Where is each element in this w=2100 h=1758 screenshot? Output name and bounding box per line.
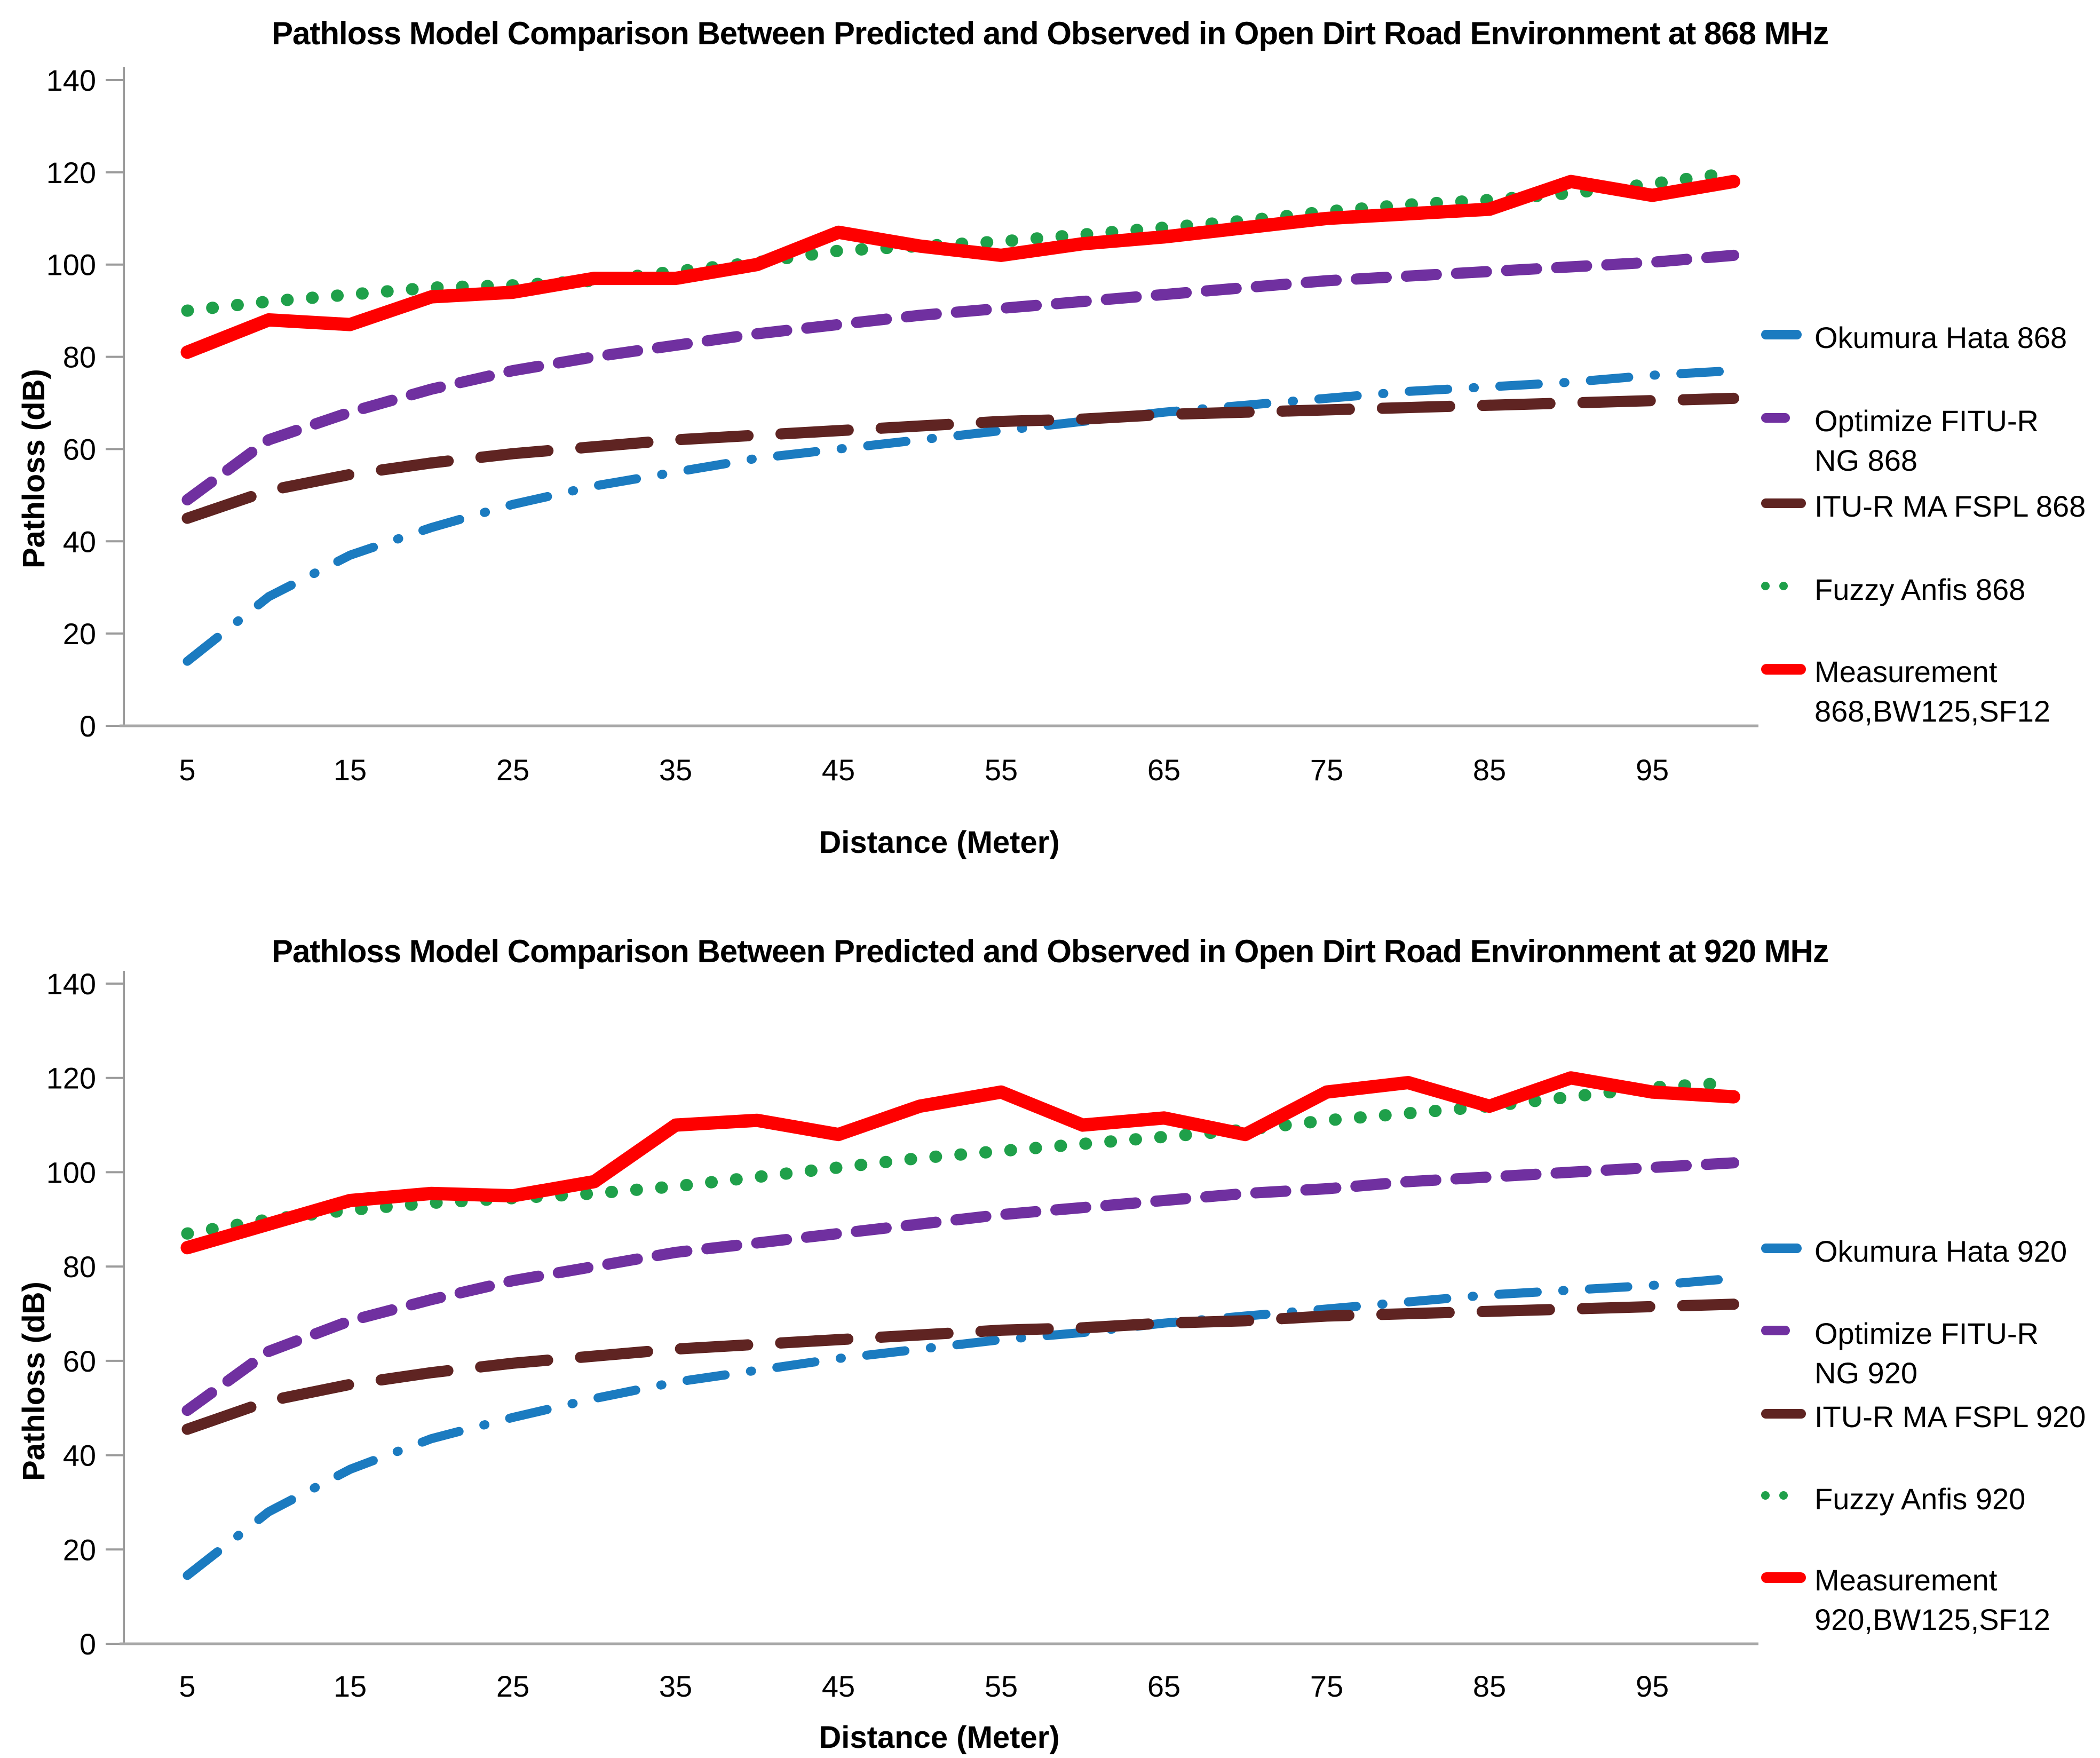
x-tick-label: 25 xyxy=(496,753,529,787)
legend-label: Okumura Hata 920 xyxy=(1814,1234,2067,1268)
legend-label: Measurement 920,BW125,SF12 xyxy=(1814,1563,2051,1636)
legend-marker-solid-icon xyxy=(1761,1572,1814,1583)
legend-label: Fuzzy Anfis 920 xyxy=(1814,1482,2026,1516)
y-tick-label: 40 xyxy=(63,1439,96,1472)
legend-item: Fuzzy Anfis 868 xyxy=(1761,570,2097,609)
series-line-measurement xyxy=(180,1071,1740,1255)
legend-marker-dot-icon xyxy=(1761,1491,1814,1500)
x-axis-title-920: Distance (Meter) xyxy=(819,1720,1060,1755)
legend-bar-icon xyxy=(1761,413,1790,423)
legend-item: ITU-R MA FSPL 920 xyxy=(1761,1397,2097,1437)
series-line-itu-r-ma-fspl-868 xyxy=(181,392,1739,524)
legend-bar-icon xyxy=(1761,1409,1806,1419)
legend-marker-solid-icon xyxy=(1761,664,1814,675)
y-tick-label: 100 xyxy=(46,248,96,282)
x-tick-label: 15 xyxy=(334,753,367,787)
legend-marker-dashdot-icon xyxy=(1761,1244,1814,1253)
y-tick-label: 140 xyxy=(46,967,96,1001)
legend-bar-icon xyxy=(1761,1244,1802,1253)
legend-bar-icon xyxy=(1761,664,1806,675)
legend-item: Okumura Hata 868 xyxy=(1761,318,2097,358)
legend-marker-longdash-icon xyxy=(1761,1409,1814,1419)
legend-label: Fuzzy Anfis 868 xyxy=(1814,573,2026,606)
legend-marker-dot-icon xyxy=(1761,582,1814,590)
legend-item: Measurement 868,BW125,SF12 xyxy=(1761,652,2097,731)
plot-area-920: 0 20 40 60 80 100 120 140 5 15 25 35 45 55 65 75 85 95 xyxy=(46,967,1758,1703)
y-tick-label: 60 xyxy=(63,432,96,466)
y-tick-label: 20 xyxy=(63,1533,96,1566)
y-tick-label: 20 xyxy=(63,617,96,651)
chart-title-920: Pathloss Model Comparison Between Predic… xyxy=(272,933,1829,969)
y-tick-label: 120 xyxy=(46,1062,96,1095)
y-tick-label: 100 xyxy=(46,1155,96,1189)
chart-title-868: Pathloss Model Comparison Between Predic… xyxy=(272,15,1829,51)
x-tick-label: 95 xyxy=(1636,1669,1669,1703)
x-tick-label: 45 xyxy=(822,1669,855,1703)
x-tick-label: 65 xyxy=(1147,1669,1180,1703)
x-tick-label: 5 xyxy=(179,1669,195,1703)
y-tick-label: 140 xyxy=(46,64,96,97)
legend-dot-icon xyxy=(1779,1491,1788,1500)
y-tick-label: 40 xyxy=(63,525,96,558)
x-tick-label: 55 xyxy=(985,1669,1018,1703)
legend-dot-icon xyxy=(1761,1491,1770,1500)
x-tick-label: 35 xyxy=(659,1669,692,1703)
y-tick-label: 0 xyxy=(80,1627,96,1661)
legend-bar-icon xyxy=(1761,330,1802,339)
x-tick-label: 35 xyxy=(659,753,692,787)
legend-label: Optimize FITU-R NG 920 xyxy=(1814,1317,2039,1390)
legend-item: Okumura Hata 920 xyxy=(1761,1232,2097,1271)
legend-item: Measurement 920,BW125,SF12 xyxy=(1761,1561,2097,1640)
series-line-okumura-hata-920 xyxy=(183,1273,1738,1580)
series-line-measurement xyxy=(180,175,1740,359)
x-tick-label: 85 xyxy=(1473,1669,1506,1703)
plot-area-868: 0 20 40 60 80 100 120 140 5 15 25 35 45 55 65 75 85 95 xyxy=(46,64,1758,787)
legend-marker-dash-icon xyxy=(1761,413,1814,423)
legend-item: Optimize FITU-R NG 920 xyxy=(1761,1314,2097,1393)
legend-label: ITU-R MA FSPL 920 xyxy=(1814,1400,2086,1434)
legend-bar-icon xyxy=(1761,1326,1790,1335)
legend-bar-icon xyxy=(1761,498,1806,508)
legend-item: ITU-R MA FSPL 868 xyxy=(1761,487,2097,526)
y-tick-label: 120 xyxy=(46,156,96,189)
x-tick-label: 65 xyxy=(1147,753,1180,787)
x-tick-label: 75 xyxy=(1310,753,1343,787)
legend-dot-icon xyxy=(1761,582,1770,590)
legend-label: ITU-R MA FSPL 868 xyxy=(1814,489,2086,523)
legend-bar-icon xyxy=(1761,1572,1806,1583)
legend-marker-dashdot-icon xyxy=(1761,330,1814,339)
series-line-optimize-fitu-r xyxy=(181,1157,1739,1416)
legend-dot-icon xyxy=(1779,582,1788,590)
series-line-fuzzy-anfis-868 xyxy=(181,166,1740,317)
series-line-optimize-fitu-r xyxy=(181,249,1739,505)
y-tick-label: 80 xyxy=(63,1250,96,1284)
x-axis-title-868: Distance (Meter) xyxy=(819,825,1060,860)
x-tick-label: 5 xyxy=(179,753,195,787)
y-tick-label: 80 xyxy=(63,340,96,374)
legend-item: Optimize FITU-R NG 868 xyxy=(1761,401,2097,480)
legend-label: Measurement 868,BW125,SF12 xyxy=(1814,655,2051,728)
legend-item: Fuzzy Anfis 920 xyxy=(1761,1479,2097,1519)
legend-marker-longdash-icon xyxy=(1761,498,1814,508)
x-tick-label: 25 xyxy=(496,1669,529,1703)
x-tick-label: 15 xyxy=(334,1669,367,1703)
x-tick-label: 55 xyxy=(985,753,1018,787)
legend-label: Okumura Hata 868 xyxy=(1814,321,2067,354)
legend-label: Optimize FITU-R NG 868 xyxy=(1814,404,2039,477)
x-tick-label: 95 xyxy=(1636,753,1669,787)
legend-marker-dash-icon xyxy=(1761,1326,1814,1335)
x-tick-label: 75 xyxy=(1310,1669,1343,1703)
x-tick-label: 45 xyxy=(822,753,855,787)
y-tick-label: 0 xyxy=(80,709,96,743)
y-tick-label: 60 xyxy=(63,1344,96,1378)
series-line-fuzzy-anfis-920 xyxy=(181,1076,1740,1240)
series-line-okumura-hata-868 xyxy=(183,366,1738,666)
x-tick-label: 85 xyxy=(1473,753,1506,787)
series-line-itu-r-ma-fspl-920 xyxy=(181,1298,1739,1435)
